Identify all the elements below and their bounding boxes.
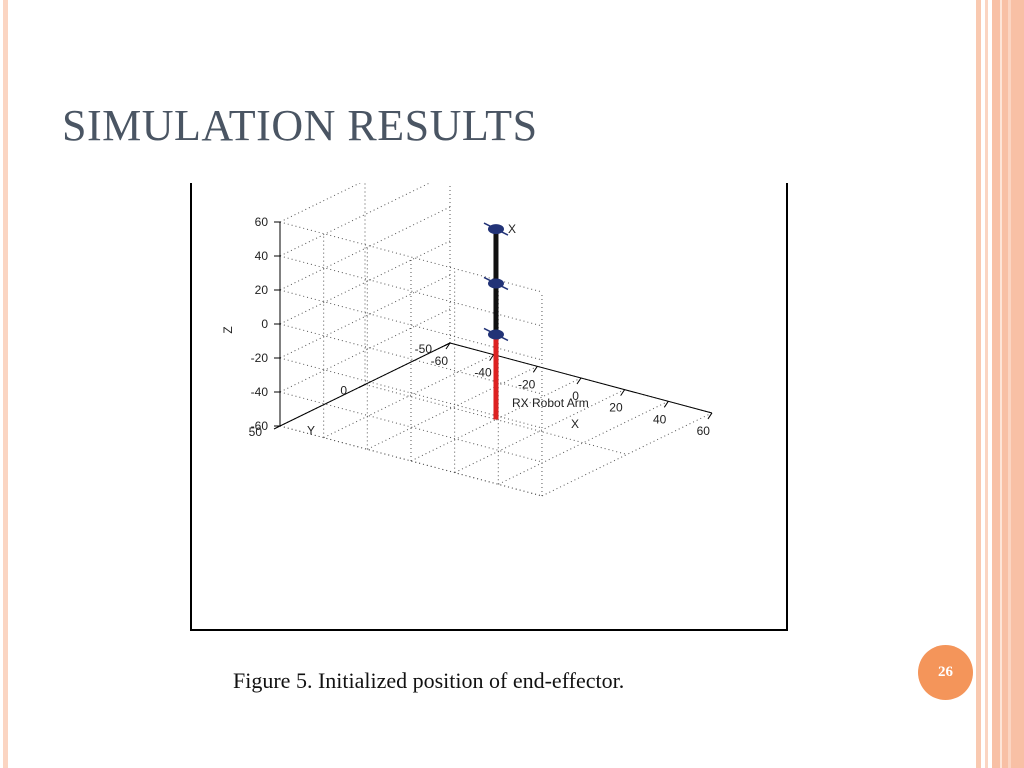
frame-stripe (1008, 0, 1011, 768)
x-tick-label: 60 (697, 424, 711, 438)
figure-background (191, 184, 787, 630)
page-number-badge: 26 (918, 645, 973, 700)
frame-stripe (976, 0, 981, 768)
z-tick-label: 40 (255, 249, 269, 263)
z-tick-label: -40 (251, 385, 269, 399)
joint-axis (483, 276, 509, 291)
frame-stripe (3, 0, 8, 768)
axis-line (620, 389, 626, 396)
z-tick-label: -60 (251, 419, 269, 433)
axis-line (707, 412, 713, 420)
frame-stripe (985, 0, 988, 768)
robot-arm: X (483, 222, 516, 420)
axis-line (273, 425, 281, 430)
axis-line (443, 342, 451, 347)
x-tick-label: -40 (474, 366, 492, 380)
axis-line (663, 401, 669, 408)
plot-svg: 6040200-20-40-60-50050-60-40-200204060ZY… (190, 183, 788, 631)
x-tick-label: 20 (609, 401, 623, 415)
y-tick-label: 0 (340, 384, 347, 398)
x-tick-label: -20 (518, 377, 536, 391)
tick-labels: 6040200-20-40-60-50050-60-40-200204060ZY… (221, 215, 710, 439)
annotation-label: RX Robot Arm (512, 396, 589, 410)
z-tick-label: 20 (255, 283, 269, 297)
axis-line (358, 384, 366, 388)
x-tick-label: 40 (653, 412, 667, 426)
z-tick-label: 60 (255, 215, 269, 229)
frame-stripe (1000, 0, 1002, 768)
axis-line (489, 354, 495, 361)
z-axis-title: Z (221, 326, 235, 333)
z-tick-label: -20 (251, 351, 269, 365)
end-effector-marker-label: X (508, 222, 516, 236)
y-axis-title: Y (307, 424, 315, 438)
z-tick-label: 0 (261, 317, 268, 331)
x-axis-title: X (571, 417, 579, 431)
x-tick-label: 0 (572, 389, 579, 403)
figure-robot-plot: 60 40 20 0 -20 -40 -60 -50 0 50 -60 -40 -20 0 20 40 60 Z Y… (190, 183, 788, 631)
axis-line (532, 366, 538, 373)
axis-line (445, 342, 451, 350)
y-tick-label: -50 (415, 342, 433, 356)
joint-axis (483, 222, 509, 236)
joint-axis (483, 327, 509, 342)
slide-title: SIMULATION RESULTS (62, 101, 538, 150)
x-tick-label: -60 (431, 354, 449, 368)
axis-line (576, 377, 582, 385)
figure-caption: Figure 5. Initialized position of end-ef… (233, 668, 625, 693)
y-tick-label: 50 (249, 425, 263, 439)
